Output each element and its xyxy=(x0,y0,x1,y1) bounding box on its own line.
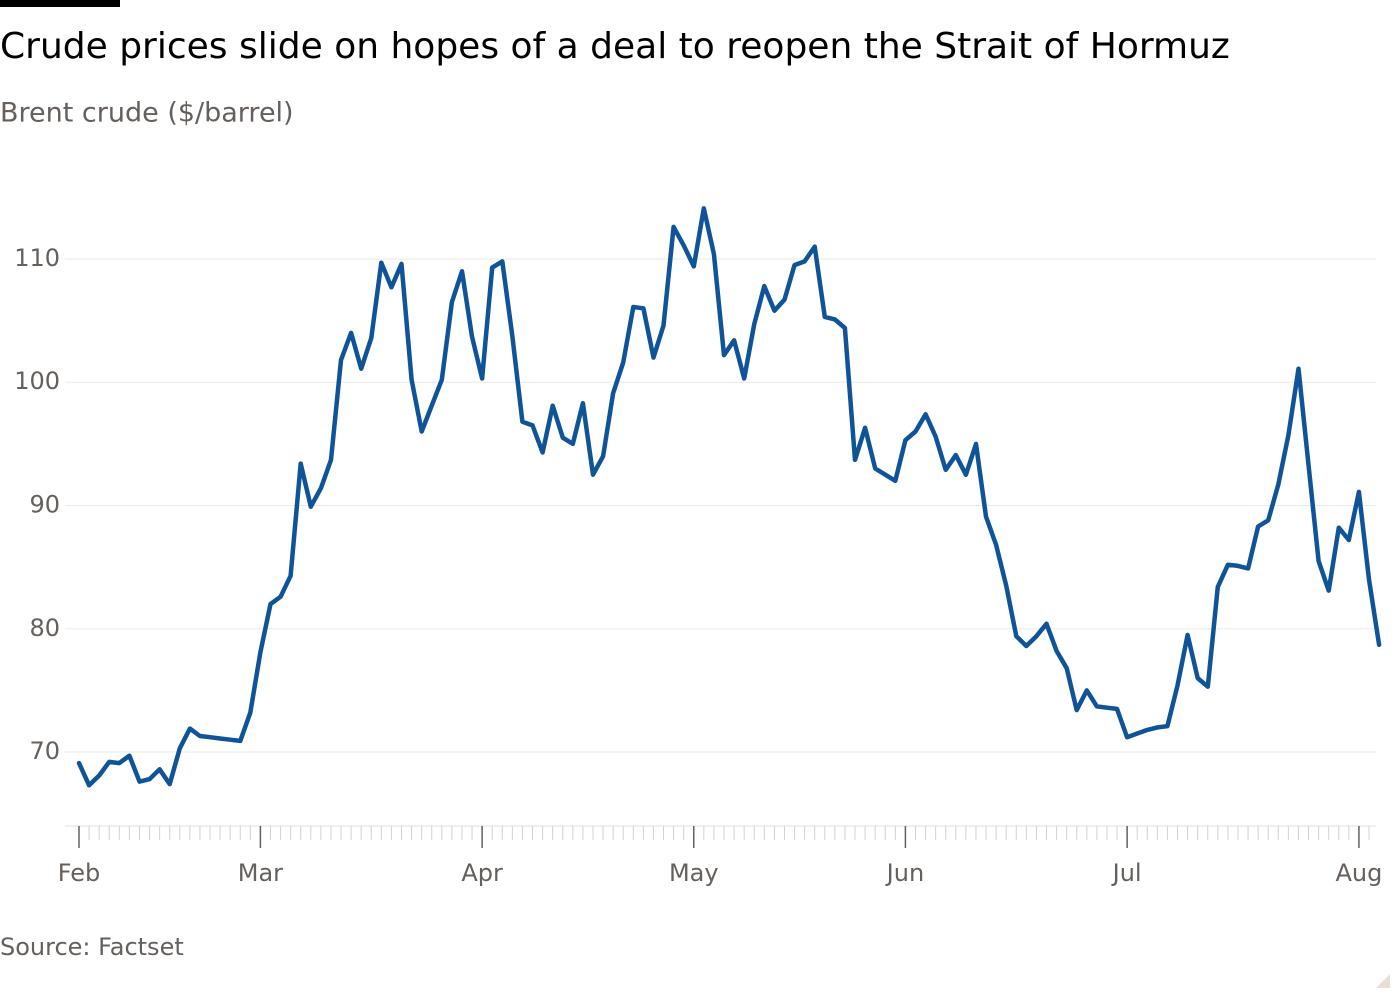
chart-subtitle: Brent crude ($/barrel) xyxy=(0,98,294,129)
price-line xyxy=(76,206,1382,788)
brand-bar xyxy=(0,0,120,7)
x-tick-label: Jun xyxy=(885,859,925,887)
x-tick-label: Mar xyxy=(238,859,283,887)
y-tick-label: 80 xyxy=(29,614,60,642)
y-tick-label: 100 xyxy=(14,367,60,395)
corner-mark xyxy=(1376,974,1390,988)
y-tick-label: 70 xyxy=(29,737,60,765)
source: Source: Factset xyxy=(0,933,184,961)
x-tick-label: Feb xyxy=(58,859,101,887)
x-tick-label: Jul xyxy=(1111,859,1142,887)
y-tick-label: 90 xyxy=(29,491,60,519)
chart-title: Crude prices slide on hopes of a deal to… xyxy=(0,26,1230,67)
x-tick-label: Apr xyxy=(461,859,503,887)
x-tick-label: Aug xyxy=(1335,859,1382,887)
y-tick-label: 110 xyxy=(14,244,60,272)
x-tick-label: May xyxy=(669,859,719,887)
